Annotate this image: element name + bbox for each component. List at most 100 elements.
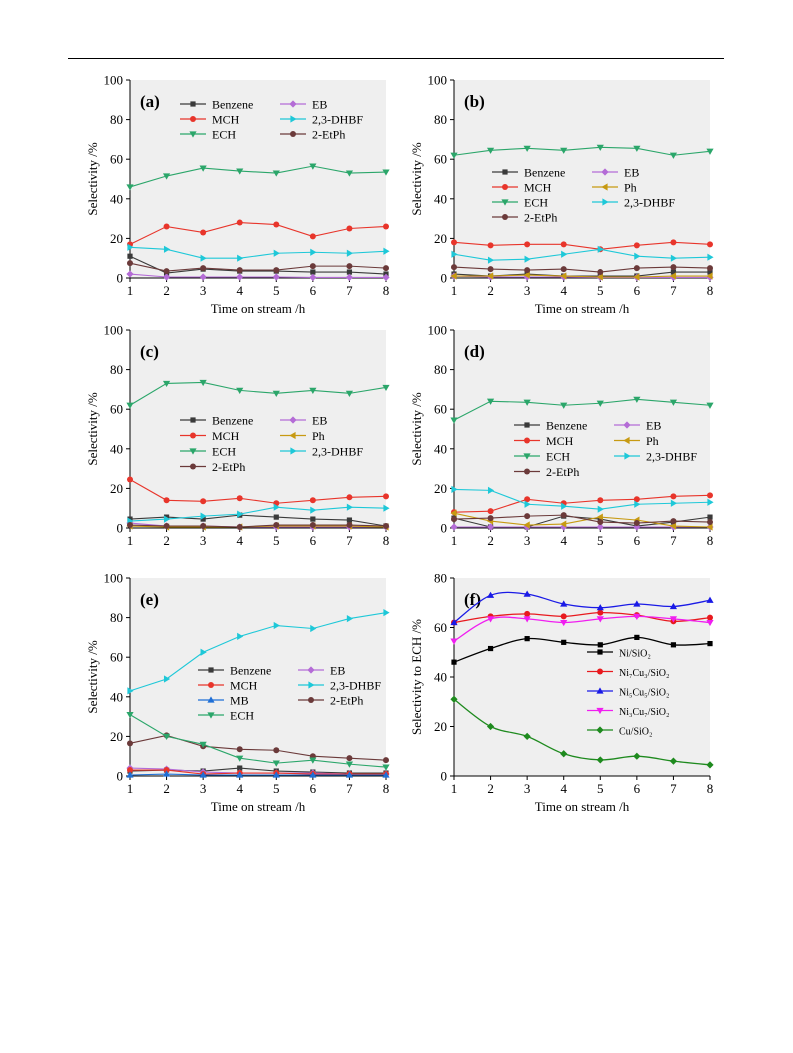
legend-benzene-label: Benzene	[230, 664, 271, 678]
series-ph-line	[453, 512, 711, 528]
y-tick-label: 40	[434, 670, 447, 685]
series-benzene-point	[670, 269, 677, 275]
series-2-3-dhbf-point	[346, 503, 354, 511]
legend-cu-sio-label: Cu/SiO₂	[619, 727, 653, 738]
legend-ph-label: Ph	[624, 181, 637, 195]
legend-ph-label: Ph	[646, 434, 659, 448]
series-ech-point	[523, 145, 531, 152]
series-ph-point	[560, 520, 567, 528]
series-ni-sio-line	[453, 636, 711, 663]
series-benzene-point	[310, 269, 316, 275]
y-tick-label: 60	[110, 402, 123, 417]
y-tick-label: 20	[434, 481, 447, 496]
series-ni-sio-point	[670, 642, 677, 648]
series-ni-cu-sio-point	[633, 613, 641, 620]
y-axis-title: Selectivity /%	[85, 142, 100, 215]
series-ph-point	[669, 522, 677, 530]
x-tick-label: 5	[273, 283, 280, 298]
legend-ni-sio-label: Ni/SiO₂	[619, 649, 651, 660]
series-ni-cu-sio-point	[486, 591, 495, 598]
series-mch-point	[309, 497, 316, 504]
series-mch-line	[453, 494, 711, 513]
x-tick-label: 6	[634, 781, 641, 796]
series-ech-line	[453, 398, 711, 421]
legend-ni-cu-sio-label: Ni₃Cu₇/SiO₂	[619, 707, 669, 718]
series-2-etph-point	[383, 265, 389, 272]
legend-cu-sio-marker	[596, 726, 604, 734]
legend-benzene-label: Benzene	[546, 419, 587, 433]
series-2-3-dhbf-point	[346, 249, 354, 257]
series-mch-point	[487, 242, 494, 249]
series-ech-point	[309, 757, 317, 764]
series-2-etph-point	[383, 757, 389, 764]
series-2-etph-point	[487, 266, 494, 273]
legend-2-3-dhbf-marker	[290, 447, 297, 455]
series-2-3-dhbf-point	[310, 248, 317, 256]
series-2-3-dhbf-point	[597, 245, 604, 253]
series-2-3-dhbf-line	[129, 612, 387, 692]
chart-panel-d: 0 20 40 60 80 100 1 2 3 4 5 6 7 8 Selectivity /% (d) Ben…	[392, 320, 722, 577]
series-ech-point	[199, 165, 207, 172]
series-2-3-dhbf-point	[273, 249, 280, 257]
legend-ni-cu-sio-marker	[596, 687, 604, 694]
series-2-etph-point	[163, 268, 170, 275]
series-ech-point	[272, 760, 280, 767]
plot-area	[454, 578, 710, 776]
x-axis-title: Time on stream /h	[535, 799, 630, 814]
chart-c-svg: 0 20 40 60 80 100 1 2 3 4 5 6 7 8 Selectivity /% (c) Ben…	[85, 323, 390, 548]
series-ph-point	[523, 271, 530, 279]
legend-mch-label: MCH	[230, 679, 258, 693]
series-benzene-point	[200, 516, 206, 522]
y-tick-label: 40	[110, 689, 123, 704]
series-ni-sio-point	[561, 639, 567, 645]
series-ech-point	[450, 417, 458, 424]
series-ech-point	[382, 764, 390, 771]
x-tick-label: 3	[524, 533, 531, 548]
x-tick-label: 4	[560, 533, 567, 548]
series-ni-sio-point	[597, 642, 603, 648]
chart-e-svg: 0 20 40 60 80 100 1 2 3 4 5 6 7 8 Time on stream /h Sel…	[85, 571, 390, 814]
x-axis-title: Time on stream /h	[535, 301, 630, 316]
x-tick-label: 4	[236, 283, 243, 298]
plot-area	[454, 80, 710, 278]
series-2-etph-point	[127, 260, 133, 267]
series-2-etph-point	[524, 267, 531, 274]
chart-f-svg: 0 20 40 60 80 1 2 3 4 5 6 7 8 Time on stream /h Select…	[409, 571, 714, 814]
series-mch-point	[597, 497, 604, 504]
series-ech-point	[382, 169, 390, 176]
series-mch-point	[670, 493, 677, 500]
x-tick-label: 5	[273, 533, 280, 548]
series-ech-point	[236, 168, 244, 175]
plot-area	[454, 330, 710, 528]
series-mch-point	[560, 241, 567, 248]
series-2-etph-point	[707, 265, 713, 272]
series-ni-cu-sio-point	[596, 604, 604, 611]
legend-2-3-dhbf-marker	[290, 115, 297, 123]
legend-mch-marker	[524, 437, 530, 444]
series-2-etph-point	[346, 755, 353, 762]
series-ech-line	[129, 165, 387, 188]
series-2-3-dhbf-line	[453, 248, 711, 261]
x-tick-label: 1	[451, 781, 458, 796]
series-ech-point	[560, 147, 568, 154]
series-2-etph-point	[597, 269, 604, 276]
legend-benzene-marker	[190, 417, 196, 423]
x-tick-label: 8	[383, 781, 390, 796]
legend-2-3-dhbf-label: 2,3-DHBF	[330, 679, 381, 693]
chart-panel-c: 0 20 40 60 80 100 1 2 3 4 5 6 7 8 Selectivity /% (c) Ben…	[68, 320, 398, 577]
series-ech-point	[633, 145, 641, 152]
series-ech-point	[596, 400, 604, 407]
chart-panel-e: 0 20 40 60 80 100 1 2 3 4 5 6 7 8 Time on stream /h Sel…	[68, 568, 398, 825]
y-tick-label: 20	[434, 719, 447, 734]
series-ech-point	[272, 170, 280, 177]
x-tick-label: 3	[200, 533, 207, 548]
x-tick-label: 2	[487, 533, 494, 548]
x-tick-label: 2	[163, 533, 170, 548]
series-2-etph-point	[273, 267, 280, 274]
y-tick-label: 40	[110, 191, 123, 206]
series-ech-point	[236, 755, 244, 762]
series-2-etph-point	[236, 267, 243, 274]
series-ech-point	[199, 741, 207, 748]
series-ph-point	[486, 272, 494, 280]
y-tick-label: 100	[104, 323, 124, 338]
